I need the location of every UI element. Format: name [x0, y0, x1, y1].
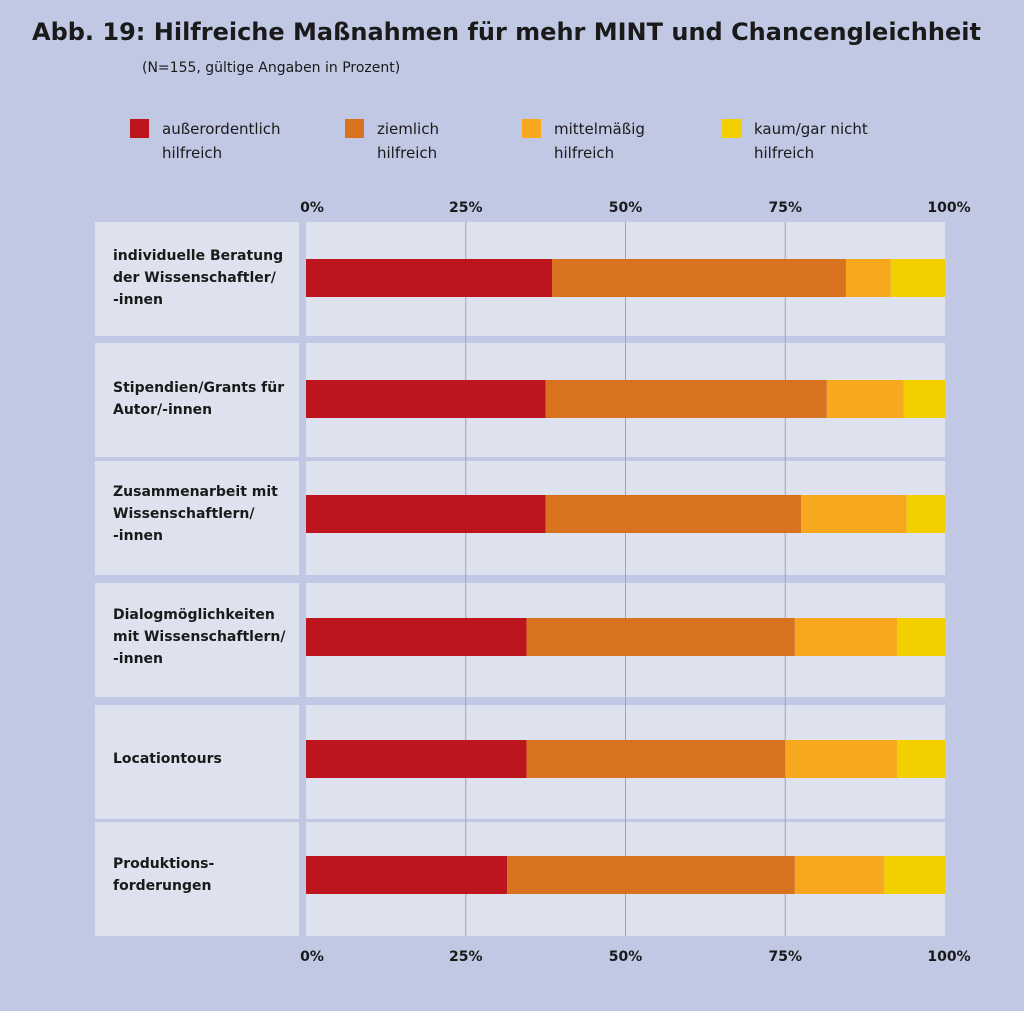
row-label: Produktions- forderungen: [113, 856, 215, 894]
legend-label: ziemlich hilfreich: [377, 120, 439, 162]
bar-segment: [507, 856, 795, 894]
bar-segment: [306, 259, 553, 297]
bar-segment: [306, 856, 508, 894]
bar-segment: [552, 259, 846, 297]
row-label-cell: [95, 583, 299, 697]
bar-segment: [545, 495, 802, 533]
bar-segment: [545, 380, 827, 418]
row-label: Stipendien/Grants für Autor/-innen: [113, 380, 285, 418]
row-label: Dialogmöglichkeiten mit Wissenschaftlern…: [113, 607, 286, 667]
bar-segment: [785, 740, 898, 778]
bar-segment: [845, 259, 891, 297]
x-tick-label-top: 100%: [927, 200, 970, 216]
bar-segment: [897, 618, 945, 656]
row-label: Zusammenarbeit mit Wissenschaftlern/ -in…: [113, 484, 278, 544]
row-label-cell: [95, 222, 299, 336]
bar-segment: [526, 740, 786, 778]
bar-segment: [906, 495, 945, 533]
bar-segment: [826, 380, 904, 418]
x-tick-label-top: 25%: [449, 200, 483, 216]
bar-segment: [306, 618, 527, 656]
bar-segment: [794, 856, 885, 894]
legend-label: außerordentlich hilfreich: [162, 120, 281, 162]
bar-segment: [890, 259, 945, 297]
chart-title: Abb. 19: Hilfreiche Maßnahmen für mehr M…: [32, 18, 981, 46]
bar-segment: [306, 380, 546, 418]
row-label: Locationtours: [113, 751, 222, 767]
x-tick-label-bottom: 100%: [927, 949, 970, 965]
legend-swatch: [345, 119, 364, 138]
chart-subtitle: (N=155, gültige Angaben in Prozent): [142, 60, 401, 76]
bar-segment: [306, 495, 546, 533]
bar-segment: [794, 618, 898, 656]
bar-segment: [801, 495, 907, 533]
bar-segment: [903, 380, 945, 418]
legend-label: mittelmäßig hilfreich: [554, 120, 645, 162]
legend-swatch: [722, 119, 741, 138]
x-tick-label-bottom: 75%: [768, 949, 802, 965]
legend-swatch: [522, 119, 541, 138]
bar-segment: [884, 856, 945, 894]
x-tick-label-top: 50%: [609, 200, 643, 216]
row-label-cell: [95, 705, 299, 819]
x-tick-label-bottom: 25%: [449, 949, 483, 965]
row-label-cell: [95, 822, 299, 936]
x-tick-label-bottom: 0%: [300, 949, 324, 965]
bar-segment: [897, 740, 945, 778]
row-label: individuelle Beratung der Wissenschaftle…: [113, 248, 284, 308]
legend-swatch: [130, 119, 149, 138]
x-tick-label-top: 0%: [300, 200, 324, 216]
row-label-cell: [95, 343, 299, 457]
row-label-cell: [95, 461, 299, 575]
x-tick-label-top: 75%: [768, 200, 802, 216]
bar-segment: [526, 618, 795, 656]
bar-segment: [306, 740, 527, 778]
legend-label: kaum/gar nicht hilfreich: [754, 120, 868, 162]
x-tick-label-bottom: 50%: [609, 949, 643, 965]
